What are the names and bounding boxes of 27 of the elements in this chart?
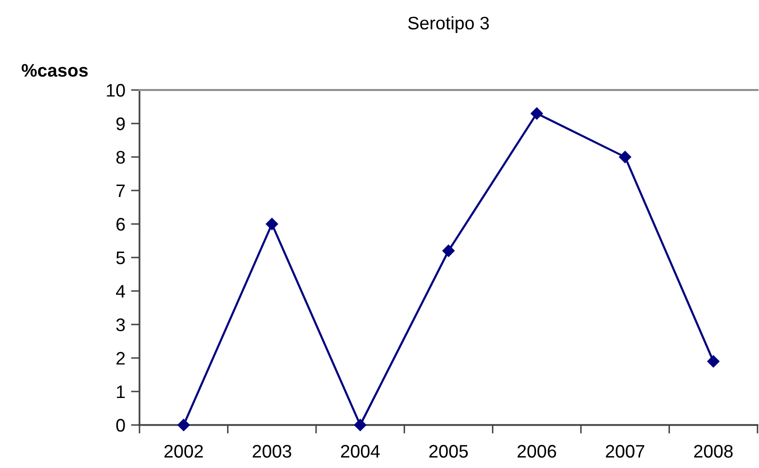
y-axis-title: %casos [22,64,88,77]
x-tick-label: 2003 [252,444,292,458]
x-tick-label: 2004 [341,444,380,458]
point [618,150,632,164]
x-tick-label: 2007 [606,444,644,458]
y-tick-label: 8 [116,150,125,164]
y-tick-label: 4 [116,285,126,298]
y-tick-label: 1 [116,386,125,398]
x-tick-label: 2005 [429,444,468,458]
point [707,355,720,368]
y-tick-label: 2 [116,352,125,365]
point [178,418,190,432]
y-tick-label: 6 [116,218,125,231]
y-tick-label: 5 [116,252,125,264]
y-tick-label: 0 [116,418,125,432]
point [530,107,543,120]
y-tick-label: 3 [116,318,125,332]
x-tick-label: 2008 [694,444,733,458]
x-tick-label: 2002 [164,444,203,458]
point [266,218,278,230]
chart-title: Serotipo 3 [408,16,489,34]
y-tick-label: 7 [116,184,125,198]
point [442,244,455,257]
y-tick-label: 10 [106,84,125,97]
x-tick-label: 2006 [518,444,556,458]
point [354,418,366,432]
y-tick-label: 9 [116,117,125,130]
